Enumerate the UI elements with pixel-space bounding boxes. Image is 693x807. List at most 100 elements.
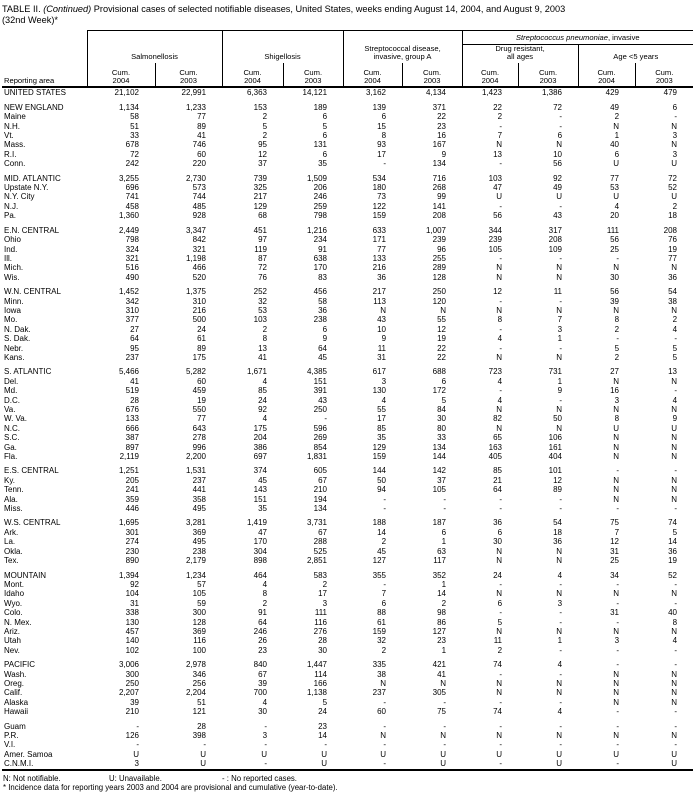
table-row: Md. 519 459 85 391 130 172 - 9 16 - <box>2 386 693 395</box>
value-cell: 5 <box>672 343 678 353</box>
value-cell: 344 <box>488 225 503 235</box>
value-cell: 43 <box>377 315 387 325</box>
value-cell: 731 <box>548 367 563 377</box>
value-cell: 53 <box>610 183 620 193</box>
value-cell: 128 <box>192 617 207 627</box>
value-cell: - <box>383 740 387 750</box>
value-cell: 2 <box>614 324 620 334</box>
value-cell: - <box>324 414 328 424</box>
reporting-area-cell: UNITED STATES <box>4 88 66 98</box>
value-cell: - <box>559 112 563 122</box>
value-cell: - <box>559 617 563 627</box>
value-cell: N <box>496 546 503 556</box>
value-cell: 1 <box>557 376 563 386</box>
value-cell: 638 <box>313 253 328 263</box>
value-cell: 9 <box>381 334 387 344</box>
value-cell: N <box>671 475 678 485</box>
value-cell: 304 <box>253 546 268 556</box>
value-cell: 85 <box>258 386 268 396</box>
value-cell: 188 <box>372 518 387 528</box>
value-cell: 153 <box>253 102 268 112</box>
value-cell: 605 <box>313 466 328 476</box>
value-cell: 8 <box>497 315 503 325</box>
value-cell: 355 <box>372 570 387 580</box>
table-title: TABLE II. (Continued) Provisional cases … <box>2 4 693 26</box>
table-row: Miss. 446 495 35 134 - - - - - - <box>2 504 693 513</box>
value-cell: 696 <box>125 183 139 193</box>
value-cell: N <box>613 263 620 273</box>
value-cell: - <box>443 721 447 731</box>
reporting-area-cell: C.N.M.I. <box>4 759 34 769</box>
table-row: Colo. 338 300 91 111 88 98 - - 31 40 <box>2 608 693 617</box>
value-cell: 274 <box>125 537 139 547</box>
value-cell: - <box>559 608 563 618</box>
value-cell: 617 <box>372 367 387 377</box>
value-cell: - <box>499 343 503 353</box>
value-cell: N <box>496 678 503 688</box>
value-cell: 398 <box>192 731 207 740</box>
value-cell: 36 <box>493 518 503 528</box>
reporting-area-cell: Iowa <box>4 305 21 315</box>
value-cell: U <box>671 749 678 759</box>
value-cell: - <box>559 121 563 131</box>
value-cell: N <box>613 669 620 679</box>
value-cell: 1 <box>441 537 447 547</box>
value-cell: 76 <box>668 235 678 245</box>
reporting-area-cell: Okla. <box>4 546 23 556</box>
table-row: Ky. 205 237 45 67 50 37 21 12 N N <box>2 476 693 485</box>
value-cell: U <box>496 749 503 759</box>
value-cell: 56 <box>610 235 620 245</box>
value-cell: N <box>613 405 620 414</box>
value-cell: 238 <box>192 546 207 556</box>
value-cell: 159 <box>372 211 387 221</box>
value-cell: - <box>616 579 620 589</box>
value-cell: 24 <box>493 570 503 580</box>
value-cell: 117 <box>433 556 447 566</box>
value-cell: 2 <box>262 112 268 122</box>
table-title-continued: (Continued) <box>43 4 92 14</box>
value-cell: 31 <box>377 352 387 362</box>
value-cell: 113 <box>373 296 387 306</box>
value-cell: 25 <box>610 244 620 254</box>
value-cell: 36 <box>553 537 563 547</box>
value-cell: 35 <box>377 433 387 443</box>
value-cell: U <box>380 749 387 759</box>
value-cell: 103 <box>253 315 268 325</box>
value-cell: 141 <box>432 201 447 211</box>
value-cell: 134 <box>432 442 447 452</box>
value-cell: 56 <box>610 287 620 297</box>
value-cell: 3 <box>557 324 563 334</box>
value-cell: - <box>674 579 678 589</box>
value-cell: 276 <box>313 626 328 636</box>
value-cell: 77 <box>610 173 620 183</box>
reporting-area-cell: PACIFIC <box>4 660 35 670</box>
value-cell: 68 <box>258 211 268 221</box>
group-header-age-under-5: Age <5 years <box>577 44 693 64</box>
value-cell: 2 <box>497 112 503 122</box>
value-cell: - <box>559 494 563 504</box>
value-cell: 278 <box>192 433 207 443</box>
value-cell: 77 <box>197 112 207 122</box>
table-row: Ind. 324 321 119 91 77 96 105 109 25 19 <box>2 245 693 254</box>
reporting-area-cell: Oreg. <box>4 678 25 688</box>
value-cell: 74 <box>493 707 503 717</box>
value-cell: 9 <box>322 334 328 344</box>
value-cell: N <box>496 305 503 315</box>
value-cell: 51 <box>197 697 207 707</box>
value-cell: N <box>671 433 678 443</box>
value-cell: 58 <box>318 296 328 306</box>
value-cell: 2,449 <box>118 225 139 235</box>
value-cell: 6 <box>672 102 678 112</box>
value-cell: 890 <box>125 556 139 566</box>
value-cell: - <box>443 740 447 750</box>
value-cell: - <box>499 721 503 731</box>
value-cell: N <box>671 442 678 452</box>
value-cell: 928 <box>192 211 207 221</box>
value-cell: 24 <box>197 324 207 334</box>
value-cell: 50 <box>553 414 563 424</box>
value-cell: 33 <box>437 433 447 443</box>
value-cell: 14 <box>318 731 328 740</box>
value-cell: U <box>200 749 207 759</box>
value-cell: 4 <box>614 201 620 211</box>
value-cell: - <box>616 253 620 263</box>
